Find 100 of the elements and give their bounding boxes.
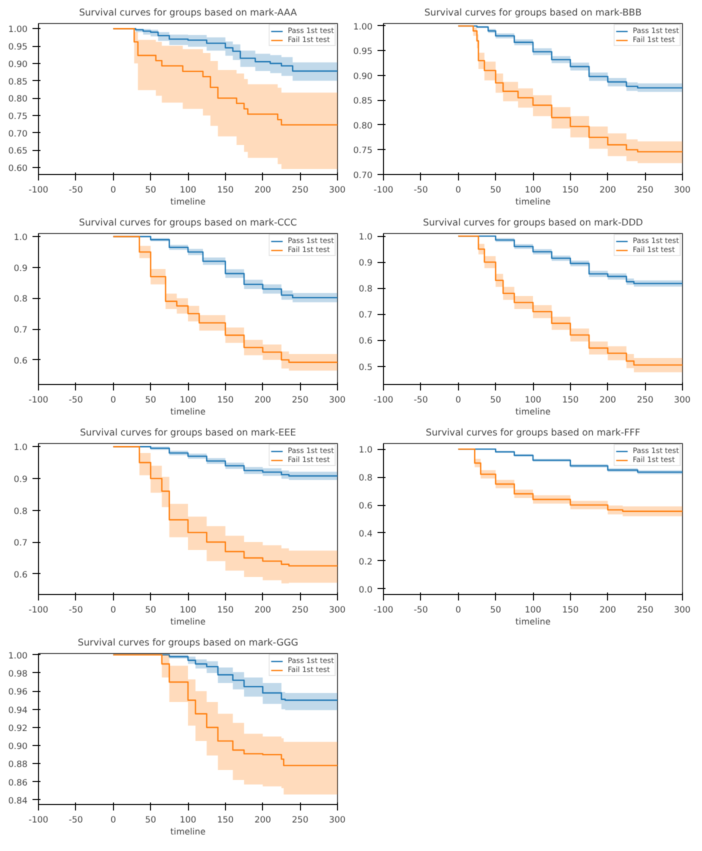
x-tick-label: 250 [292,816,308,826]
x-tick-label: -100 [28,606,48,616]
y-tick-label: 0.6 [14,356,28,366]
y-tick-label: 0.92 [8,724,28,734]
y-tick-label: 0.75 [8,112,28,122]
x-tick-label: 150 [562,606,579,616]
y-tick-label: 0.4 [358,529,373,540]
y-tick-label: 0.9 [14,474,28,485]
x-tick-label: -50 [414,606,428,616]
y-tick-label: 1.00 [353,22,373,32]
y-tick-label: 0.80 [353,121,373,132]
x-tick-label: 300 [328,186,346,196]
chart-title: Survival curves for groups based on mark-AAA [79,8,298,18]
x-tick-label: -100 [28,396,48,406]
x-axis-title: timeline [170,198,206,208]
x-tick-label: 50 [145,816,156,826]
y-tick-label: 0.7 [358,310,373,321]
y-tick-label: 0.85 [8,77,28,88]
y-tick-label: 0.96 [8,688,28,698]
x-tick-label: 50 [490,396,502,406]
x-tick-label: 200 [254,816,272,826]
x-tick-label: 0 [110,606,116,616]
y-tick-label: 0.6 [358,502,373,512]
y-tick-label: 1.0 [358,446,373,456]
x-tick-label: 150 [562,186,579,196]
y-tick-label: 0.95 [353,47,373,58]
x-tick-label: 250 [292,186,308,196]
x-tick-label: 200 [254,606,272,616]
chart-title: Survival curves for groups based on mark-GGG [78,638,298,648]
x-tick-label: 200 [599,186,616,196]
y-tick-label: 0.70 [8,129,28,140]
x-tick-label: -100 [374,186,394,196]
x-tick-label: 0 [110,186,116,196]
x-tick-label: -100 [28,186,48,196]
x-tick-label: 150 [217,606,234,616]
x-tick-label: -100 [374,396,394,406]
y-tick-label: 0.7 [14,326,28,336]
x-tick-label: 150 [562,396,579,406]
x-tick-label: 100 [524,186,542,196]
x-tick-label: 250 [636,606,654,616]
x-tick-label: -50 [68,396,83,406]
x-tick-label: -100 [374,606,394,616]
x-axis-title: timeline [515,408,551,418]
x-tick-label: 0 [455,396,462,406]
x-tick-label: 50 [145,396,156,406]
y-tick-label: 0.8 [14,506,28,517]
y-tick-label: 0.6 [358,336,373,347]
y-tick-label: 0.9 [358,258,373,269]
x-tick-label: 150 [217,396,234,406]
y-tick-label: 0.8 [14,294,28,305]
x-tick-label: 300 [328,396,346,406]
chart-title: Survival curves for groups based on mark-FFF [426,428,640,438]
x-tick-label: -100 [28,816,48,826]
chart-title: Survival curves for groups based on mark-BBB [424,8,642,18]
y-tick-label: 0.60 [8,164,28,174]
x-tick-label: 100 [524,606,542,616]
x-tick-label: 50 [145,606,156,616]
y-tick-label: 0.86 [8,778,28,788]
y-tick-label: 1.0 [358,232,373,243]
x-tick-label: -50 [414,396,428,406]
x-tick-label: 250 [636,396,654,406]
y-tick-label: 1.00 [8,25,28,36]
x-tick-label: 100 [180,606,196,616]
y-tick-label: 0.70 [353,171,373,181]
y-tick-label: 0.84 [8,796,28,806]
x-tick-label: 0 [455,606,462,616]
y-tick-label: 0.6 [14,570,28,580]
y-tick-label: 0.98 [8,670,28,680]
y-tick-label: 0.90 [353,72,373,82]
x-tick-label: 50 [145,186,156,196]
y-tick-label: 0.85 [353,96,373,107]
x-tick-label: 150 [217,816,234,826]
x-axis-title: timeline [170,828,206,838]
y-tick-label: 0.95 [8,42,28,53]
chart-title: Survival curves for groups based on mark-DDD [423,218,643,228]
y-tick-label: 0.90 [8,742,28,752]
y-tick-label: 0.8 [358,284,373,295]
x-tick-label: 200 [599,396,616,406]
x-tick-label: 200 [599,606,616,616]
x-tick-label: 50 [490,606,502,616]
x-axis-title: timeline [170,408,206,418]
x-tick-label: 0 [110,816,116,826]
y-tick-label: 0.8 [358,474,373,484]
y-tick-label: 0.65 [8,146,28,157]
x-tick-label: 100 [180,396,196,406]
y-tick-label: 0.7 [14,538,28,549]
x-tick-label: 300 [328,816,346,826]
x-tick-label: 250 [292,606,308,616]
x-axis-title: timeline [170,618,206,628]
x-tick-label: 0 [110,396,116,406]
x-tick-label: 300 [674,606,691,616]
y-tick-label: 0.2 [358,557,373,568]
y-tick-label: 1.00 [8,651,28,662]
x-tick-label: -50 [68,186,83,196]
x-tick-label: 100 [180,186,196,196]
x-tick-label: 150 [217,186,234,196]
x-tick-label: 300 [674,186,691,196]
y-tick-label: 0.88 [8,760,28,770]
x-tick-label: -50 [68,816,83,826]
y-tick-label: 0.5 [358,362,373,373]
